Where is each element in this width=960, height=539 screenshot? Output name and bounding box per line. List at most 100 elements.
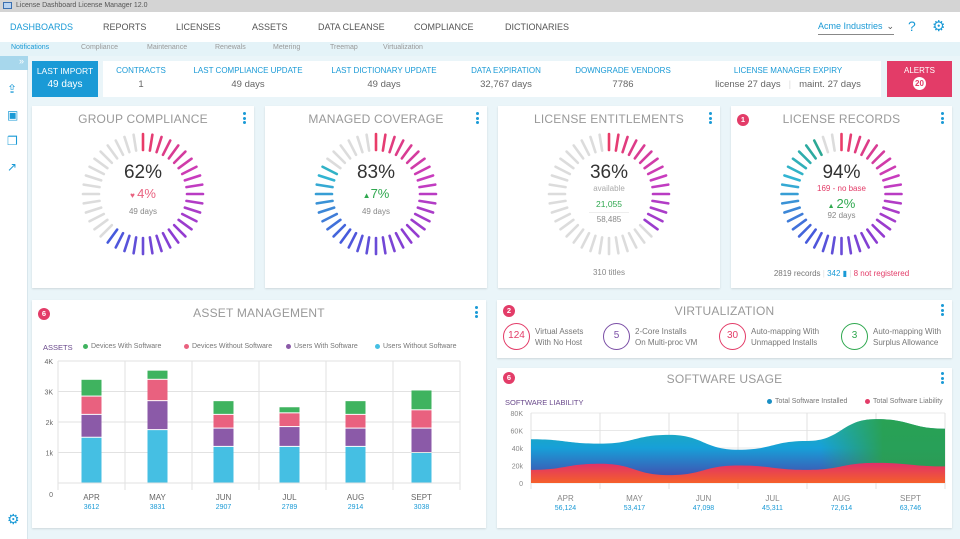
notification-badge[interactable]: 1 [737, 114, 749, 126]
gauge-tick [548, 183, 567, 189]
export-icon[interactable]: ⇪ [7, 82, 18, 96]
legend-total-software-installed[interactable]: Total Software Installed [767, 398, 847, 405]
bar-segment[interactable] [279, 413, 300, 427]
gauge-tick [132, 133, 138, 152]
alerts-button[interactable]: ALERTS 20 [887, 61, 952, 97]
legend-total-software-liability[interactable]: Total Software Liability [865, 398, 943, 405]
bar-segment[interactable] [411, 428, 432, 452]
subnav-notifications[interactable]: Notifications [11, 44, 50, 51]
settings-icon[interactable]: ⚙ [7, 511, 20, 527]
bar-segment[interactable] [411, 390, 432, 410]
gauge-tick [791, 218, 808, 231]
more-options-icon[interactable] [941, 304, 945, 318]
gauge-delta: ▲7% [265, 186, 487, 201]
more-options-icon[interactable] [941, 372, 945, 386]
bar-segment[interactable] [345, 414, 366, 428]
notification-badge[interactable]: 6 [38, 308, 50, 320]
nav-assets[interactable]: ASSETS [252, 22, 288, 32]
gauge-tick [167, 228, 180, 244]
bar-segment[interactable] [81, 396, 102, 414]
metric-label-line: Virtual Assets [535, 327, 584, 336]
stat-contracts[interactable]: CONTRACTS 1 [103, 66, 179, 90]
not-registered-count[interactable]: 8 not registered [853, 269, 910, 278]
bar-segment[interactable] [81, 379, 102, 396]
compliance-gauge [81, 132, 205, 256]
legend-devices-with-software[interactable]: Devices With Software [83, 343, 161, 350]
bar-segment[interactable] [411, 410, 432, 428]
bar-segment[interactable] [213, 414, 234, 428]
stat-license-manager-expiry[interactable]: LICENSE MANAGER EXPIRY license 27 days | ma… [698, 66, 878, 90]
down-arrow-icon: ♥ [130, 191, 138, 200]
copy-icon[interactable]: ❐ [7, 134, 18, 148]
area-total-software-liability[interactable] [531, 462, 945, 483]
card-title: SOFTWARE USAGE [666, 372, 783, 386]
subnav-compliance[interactable]: Compliance [81, 44, 118, 51]
nav-dictionaries[interactable]: DICTIONARIES [505, 22, 570, 32]
managed-coverage-card: MANAGED COVERAGE 83% ▲7% 49 days [265, 106, 487, 288]
help-icon[interactable]: ? [908, 18, 916, 34]
legend-users-without-software[interactable]: Users Without Software [375, 343, 457, 350]
window-title: License Dashboard License Manager 12.0 [16, 2, 148, 9]
bar-segment[interactable] [345, 428, 366, 446]
notification-badge[interactable]: 6 [503, 372, 515, 384]
delta-value: 2% [836, 196, 856, 211]
legend-devices-without-software[interactable]: Devices Without Software [184, 343, 272, 350]
metric-label: Virtual Assets With No Host [535, 326, 583, 348]
stat-label: DOWNGRADE VENDORS [575, 66, 671, 75]
subnav-maintenance[interactable]: Maintenance [147, 44, 188, 51]
more-options-icon[interactable] [475, 306, 479, 320]
nav-licenses[interactable]: LICENSES [176, 22, 221, 32]
bar-segment[interactable] [147, 370, 168, 379]
stat-data-expiration[interactable]: DATA EXPIRATION 32,767 days [461, 66, 551, 90]
stat-last-import[interactable]: LAST IMPORT 49 days [32, 61, 98, 97]
organization-select[interactable]: Acme Industries ⌄ [818, 21, 894, 35]
subnav-treemap[interactable]: Treemap [330, 44, 358, 51]
notification-badge[interactable]: 2 [503, 305, 515, 317]
bar-segment[interactable] [213, 446, 234, 483]
expand-sidebar-icon[interactable]: » [0, 56, 28, 70]
gauge-tick [780, 183, 800, 189]
bar-segment[interactable] [147, 379, 168, 401]
more-options-icon[interactable] [709, 112, 713, 126]
more-options-icon[interactable] [243, 112, 247, 126]
gauge-tick [853, 234, 862, 253]
share-icon[interactable]: ↗ [7, 160, 18, 174]
legend-users-with-software[interactable]: Users With Software [286, 343, 358, 350]
more-options-icon[interactable] [941, 112, 945, 126]
bookmarked-count[interactable]: 342 [827, 269, 841, 278]
gauge-percent: 83% [356, 162, 396, 183]
gauge-tick [418, 183, 437, 189]
bar-segment[interactable] [81, 437, 102, 483]
save-icon[interactable]: ▣ [7, 108, 19, 122]
gauge-tick [783, 206, 801, 214]
stat-last-compliance-update[interactable]: LAST COMPLIANCE UPDATE 49 days [188, 66, 308, 90]
bar-segment[interactable] [279, 446, 300, 483]
more-options-icon[interactable] [476, 112, 480, 126]
stat-last-dictionary-update[interactable]: LAST DICTIONARY UPDATE 49 days [325, 66, 443, 90]
stat-downgrade-vendors[interactable]: DOWNGRADE VENDORS 7786 [568, 66, 678, 90]
window-title-bar: License Dashboard License Manager 12.0 [0, 0, 960, 12]
bar-segment[interactable] [213, 428, 234, 446]
bar-segment[interactable] [279, 427, 300, 446]
gauge-tick [400, 228, 413, 244]
bar-segment[interactable] [147, 430, 168, 483]
bar-segment[interactable] [213, 401, 234, 414]
x-tick-label: SEPT [900, 494, 921, 503]
delta-value: 4% [137, 186, 156, 201]
subnav-virtualization[interactable]: Virtualization [383, 44, 423, 51]
bar-segment[interactable] [81, 414, 102, 437]
license-expiry: license 27 days [715, 79, 781, 90]
legend-label: Total Software Installed [775, 398, 848, 405]
bar-segment[interactable] [411, 453, 432, 483]
nav-dashboards[interactable]: DASHBOARDS [10, 22, 74, 32]
bar-segment[interactable] [345, 446, 366, 483]
settings-gear-icon[interactable]: ⚙ [932, 18, 946, 35]
nav-data-cleanse[interactable]: DATA CLEANSE [318, 22, 385, 32]
bar-segment[interactable] [147, 401, 168, 430]
subnav-renewals[interactable]: Renewals [215, 44, 246, 51]
nav-reports[interactable]: REPORTS [103, 22, 147, 32]
bar-segment[interactable] [345, 401, 366, 414]
bar-segment[interactable] [279, 407, 300, 413]
subnav-metering[interactable]: Metering [273, 44, 301, 51]
nav-compliance[interactable]: COMPLIANCE [414, 22, 474, 32]
